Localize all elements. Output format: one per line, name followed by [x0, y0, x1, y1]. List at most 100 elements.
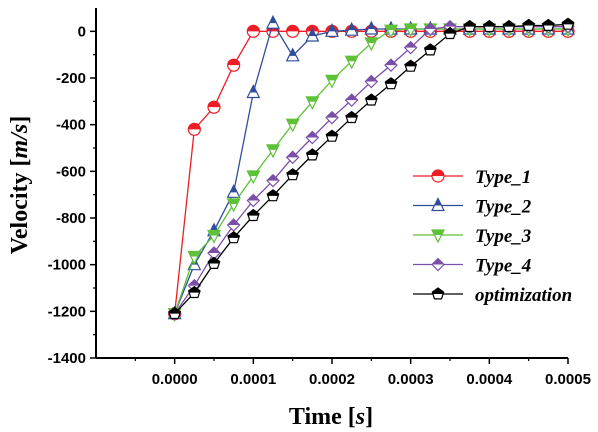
x-axis-title-bracket-open: [	[348, 404, 356, 430]
marker-diamond	[364, 74, 379, 89]
marker-pentagon	[266, 189, 280, 202]
marker-triangle-down	[325, 74, 339, 89]
y-tick-label: -200	[56, 70, 86, 87]
y-tick-label: -800	[56, 210, 86, 227]
marker-fill	[208, 257, 220, 264]
marker-triangle-down	[285, 118, 300, 133]
x-tick-label: 0.0003	[388, 371, 434, 388]
legend-item: Type_4	[413, 256, 531, 277]
marker-fill	[329, 24, 335, 32]
marker-triangle-down	[431, 229, 445, 244]
marker-fill	[542, 19, 555, 26]
marker-pentagon	[502, 19, 516, 33]
marker-diamond	[266, 173, 280, 188]
marker-fill	[444, 20, 456, 27]
marker-fill	[385, 59, 397, 66]
marker-fill	[483, 20, 496, 27]
marker-pentagon	[207, 256, 221, 269]
marker-diamond	[384, 58, 398, 73]
axis-ticks: 0.0000 0.0001 0.0002 0.0003 0.0004 0.0005 -140…	[48, 23, 591, 388]
marker-fill	[286, 119, 299, 125]
series-layer	[167, 14, 575, 323]
marker-triangle-down	[187, 250, 202, 265]
marker-fill	[562, 18, 574, 25]
y-tick-label: -400	[56, 117, 86, 134]
marker-pentagon	[423, 43, 437, 56]
series-optimization	[168, 17, 575, 320]
marker-fill	[168, 307, 181, 314]
marker-fill	[211, 223, 217, 231]
marker-pentagon	[404, 59, 418, 72]
marker-triangle-down	[207, 229, 221, 244]
marker-fill	[368, 22, 375, 29]
marker-fill	[250, 85, 257, 93]
marker-fill	[424, 23, 437, 29]
marker-fill	[267, 174, 279, 181]
x-axis-title-main: Time	[289, 404, 348, 430]
y-tick-label: 0	[78, 23, 86, 40]
marker-triangle-up	[266, 14, 280, 29]
marker-fill	[345, 111, 358, 118]
y-axis-title-bracket-open: [	[7, 158, 33, 166]
x-tick-label: 0.0002	[309, 371, 355, 388]
marker-pentagon	[286, 168, 300, 181]
y-axis-title-main: Velocity	[7, 166, 33, 254]
marker-fill	[286, 168, 299, 175]
marker-fill	[247, 25, 260, 32]
x-axis-title-bracket-close: ]	[365, 404, 373, 430]
x-tick-label: 0.0000	[152, 371, 198, 388]
marker-fill	[365, 94, 378, 101]
marker-pentagon	[431, 287, 445, 300]
marker-pentagon	[246, 208, 260, 222]
marker-triangle-up	[246, 84, 261, 99]
marker-triangle-up	[305, 27, 320, 42]
marker-fill	[267, 189, 279, 196]
y-tick-label: -600	[56, 163, 86, 180]
marker-fill	[286, 25, 299, 32]
marker-triangle-down	[364, 37, 379, 52]
marker-fill	[306, 96, 319, 102]
marker-fill	[309, 29, 316, 36]
marker-fill	[463, 20, 476, 27]
marker-circle	[187, 122, 201, 136]
marker-pentagon	[463, 19, 477, 33]
marker-diamond	[403, 40, 418, 55]
legend-label: Type_2	[475, 197, 532, 218]
marker-fill	[326, 75, 338, 81]
marker-pentagon	[364, 93, 378, 106]
marker-fill	[227, 199, 240, 204]
marker-triangle-down	[344, 55, 359, 70]
marker-triangle-down	[246, 170, 261, 185]
marker-fill	[289, 48, 296, 56]
marker-fill	[326, 111, 338, 118]
marker-fill	[306, 149, 319, 155]
marker-pentagon	[443, 26, 457, 40]
y-tick-label: -1000	[48, 257, 86, 274]
marker-fill	[286, 151, 299, 158]
marker-diamond	[305, 130, 320, 145]
marker-fill	[188, 251, 201, 257]
marker-fill	[435, 198, 441, 206]
y-tick-label: -1400	[48, 350, 86, 367]
marker-fill	[326, 130, 338, 137]
marker-fill	[188, 286, 201, 293]
marker-fill	[208, 101, 220, 108]
marker-pentagon	[187, 285, 201, 299]
marker-triangle-down	[403, 23, 418, 38]
x-tick-label: 0.0004	[466, 371, 513, 388]
marker-triangle-up	[364, 20, 379, 35]
marker-fill	[522, 19, 535, 26]
marker-pentagon	[168, 306, 182, 320]
x-axis-title: Time [s]	[289, 404, 373, 430]
marker-circle	[431, 169, 445, 183]
marker-fill	[227, 59, 240, 66]
marker-fill	[247, 209, 260, 216]
marker-diamond	[226, 218, 241, 232]
marker-pentagon	[325, 129, 339, 142]
marker-triangle-down	[384, 24, 398, 39]
marker-pentagon	[541, 18, 555, 31]
x-axis-title-unit: s	[355, 404, 365, 430]
marker-diamond	[431, 257, 445, 272]
marker-fill	[365, 38, 378, 43]
